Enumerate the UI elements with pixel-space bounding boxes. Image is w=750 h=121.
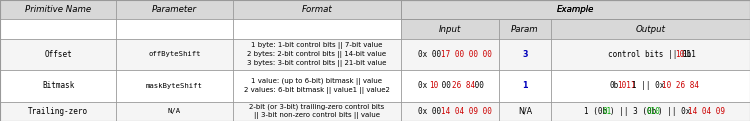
Text: 00: 00 xyxy=(437,81,455,90)
Text: 14 04 09 00: 14 04 09 00 xyxy=(441,107,491,116)
Text: 0b: 0b xyxy=(610,81,619,90)
Text: 111: 111 xyxy=(682,50,696,59)
Text: 0x 00: 0x 00 xyxy=(419,50,446,59)
Text: 010: 010 xyxy=(647,107,661,116)
Text: 2-bit (or 3-bit) trailing-zero control bits
|| 3-bit non-zero control bits || va: 2-bit (or 3-bit) trailing-zero control b… xyxy=(249,104,385,119)
Text: 10 26 84: 10 26 84 xyxy=(662,81,699,90)
Bar xyxy=(0,0,750,19)
Text: 3: 3 xyxy=(522,50,528,59)
Text: 1 (0b: 1 (0b xyxy=(584,107,607,116)
Text: Example: Example xyxy=(557,5,594,14)
Text: ) || 3 (0b: ) || 3 (0b xyxy=(610,107,656,116)
Text: 10: 10 xyxy=(675,50,684,59)
Text: Trailing-zero: Trailing-zero xyxy=(28,107,88,116)
Bar xyxy=(401,19,750,39)
Bar xyxy=(0,70,750,102)
Text: Parameter: Parameter xyxy=(152,5,196,14)
Text: Format: Format xyxy=(302,5,332,14)
Text: Offset: Offset xyxy=(44,50,72,59)
Text: 14 04 09: 14 04 09 xyxy=(688,107,724,116)
Text: Input: Input xyxy=(439,25,461,34)
Text: 10: 10 xyxy=(430,81,439,90)
Text: 0x 00: 0x 00 xyxy=(419,107,446,116)
Text: Primitive Name: Primitive Name xyxy=(25,5,92,14)
Text: Bitmask: Bitmask xyxy=(42,81,74,90)
Text: 0x: 0x xyxy=(419,81,432,90)
Text: offByteShift: offByteShift xyxy=(148,51,201,57)
Text: 1011: 1011 xyxy=(617,81,636,90)
Text: N/A: N/A xyxy=(168,108,181,114)
Text: 01: 01 xyxy=(602,107,611,116)
Text: Param: Param xyxy=(512,25,538,34)
Bar xyxy=(401,0,750,19)
Text: Example: Example xyxy=(557,5,594,14)
Text: control bits || 0b: control bits || 0b xyxy=(608,50,692,59)
Text: 1 value: (up to 6-bit) bitmask || value
2 values: 6-bit bitmask || value1 || val: 1 value: (up to 6-bit) bitmask || value … xyxy=(244,78,390,94)
Bar xyxy=(0,39,750,70)
Text: Output: Output xyxy=(635,25,666,34)
Bar xyxy=(0,102,750,121)
Text: N/A: N/A xyxy=(518,107,532,116)
Text: 1 || 0x: 1 || 0x xyxy=(632,81,669,90)
Text: maskByteShift: maskByteShift xyxy=(146,83,202,89)
Text: 00: 00 xyxy=(470,81,484,90)
Text: 1: 1 xyxy=(522,81,528,90)
Text: 17 00 00 00: 17 00 00 00 xyxy=(441,50,491,59)
Text: ) || 0x: ) || 0x xyxy=(658,107,695,116)
Text: 26 84: 26 84 xyxy=(452,81,475,90)
Text: 1 byte: 1-bit control bits || 7-bit value
2 bytes: 2-bit control bits || 14-bit : 1 byte: 1-bit control bits || 7-bit valu… xyxy=(248,42,386,67)
